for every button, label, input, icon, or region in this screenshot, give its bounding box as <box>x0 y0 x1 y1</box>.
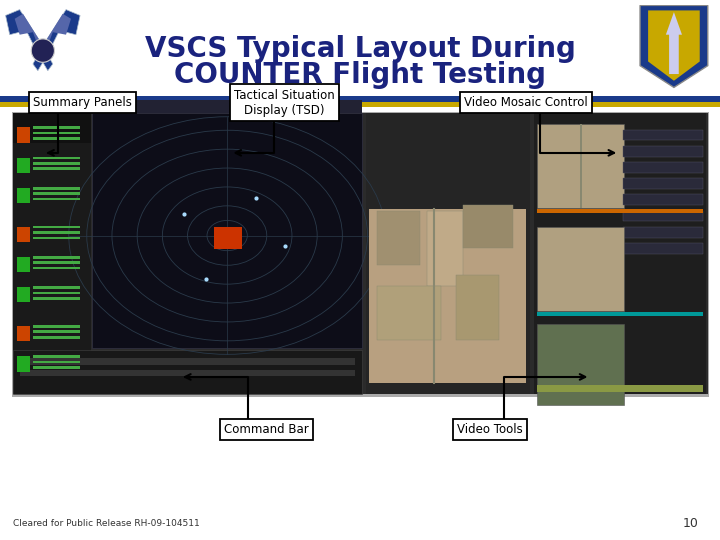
Bar <box>624 243 703 254</box>
Bar <box>537 312 703 316</box>
Bar <box>537 227 624 310</box>
Bar <box>369 210 526 383</box>
Bar <box>33 261 80 264</box>
Bar <box>537 209 703 213</box>
Bar <box>20 370 355 376</box>
Text: Summary Panels: Summary Panels <box>33 96 132 109</box>
Bar <box>33 330 80 333</box>
Polygon shape <box>648 10 700 80</box>
Bar <box>17 127 30 143</box>
Bar <box>92 113 362 348</box>
Bar <box>13 350 362 394</box>
Bar <box>33 137 80 140</box>
Bar <box>377 211 420 265</box>
Bar <box>92 100 362 113</box>
Bar <box>33 237 80 239</box>
Bar <box>580 124 582 208</box>
Bar <box>624 162 703 173</box>
Polygon shape <box>43 10 80 47</box>
Bar <box>17 257 30 272</box>
Polygon shape <box>33 45 53 71</box>
Bar <box>17 356 30 372</box>
Bar <box>366 113 530 394</box>
Polygon shape <box>640 5 708 87</box>
Bar <box>456 275 499 340</box>
Polygon shape <box>14 14 43 45</box>
Bar <box>33 366 80 369</box>
Bar <box>0 102 720 107</box>
Bar <box>215 227 241 249</box>
Polygon shape <box>666 12 682 74</box>
Bar <box>17 326 30 341</box>
Bar <box>0 0 720 94</box>
Bar <box>13 113 91 394</box>
Bar <box>33 267 80 269</box>
Bar <box>33 336 80 339</box>
Text: Command Bar: Command Bar <box>224 423 309 436</box>
Bar <box>33 192 80 195</box>
Bar <box>33 132 80 134</box>
Bar <box>624 146 703 157</box>
Bar <box>12 112 709 397</box>
Bar <box>624 130 703 140</box>
Bar <box>33 226 80 228</box>
Text: COUNTER Flight Testing: COUNTER Flight Testing <box>174 60 546 89</box>
Bar <box>33 292 80 294</box>
Bar <box>463 205 513 248</box>
Bar <box>33 297 80 300</box>
Bar <box>33 325 80 328</box>
Bar <box>33 167 80 170</box>
Text: Video Tools: Video Tools <box>456 423 523 436</box>
Text: Tactical Situation
Display (TSD): Tactical Situation Display (TSD) <box>234 89 335 117</box>
Bar <box>537 124 624 208</box>
Text: VSCS Typical Layout During: VSCS Typical Layout During <box>145 35 575 63</box>
Bar <box>33 256 80 259</box>
Bar <box>33 126 80 129</box>
Bar <box>20 358 355 365</box>
Polygon shape <box>6 10 43 47</box>
Bar <box>17 158 30 173</box>
Bar <box>33 187 80 190</box>
Text: Cleared for Public Release RH-09-104511: Cleared for Public Release RH-09-104511 <box>13 519 199 528</box>
Bar <box>17 227 30 242</box>
Bar <box>427 211 463 286</box>
Polygon shape <box>43 14 71 45</box>
Bar <box>624 227 703 238</box>
Text: Video Mosaic Control: Video Mosaic Control <box>464 96 588 109</box>
Bar <box>33 286 80 289</box>
Bar <box>624 194 703 205</box>
Bar <box>33 162 80 165</box>
Bar <box>537 324 624 405</box>
Bar <box>33 157 80 159</box>
Bar <box>534 113 706 394</box>
Bar <box>13 113 708 394</box>
Bar <box>17 287 30 302</box>
Bar <box>33 198 80 200</box>
Bar <box>537 385 703 392</box>
Bar <box>33 231 80 234</box>
Bar <box>17 188 30 203</box>
Ellipse shape <box>31 39 55 62</box>
Bar <box>624 178 703 189</box>
Bar <box>0 96 720 102</box>
Bar <box>624 211 703 221</box>
Bar <box>13 113 91 143</box>
Text: 10: 10 <box>683 517 698 530</box>
Bar <box>33 355 80 358</box>
Bar <box>377 286 441 340</box>
Bar <box>33 361 80 363</box>
